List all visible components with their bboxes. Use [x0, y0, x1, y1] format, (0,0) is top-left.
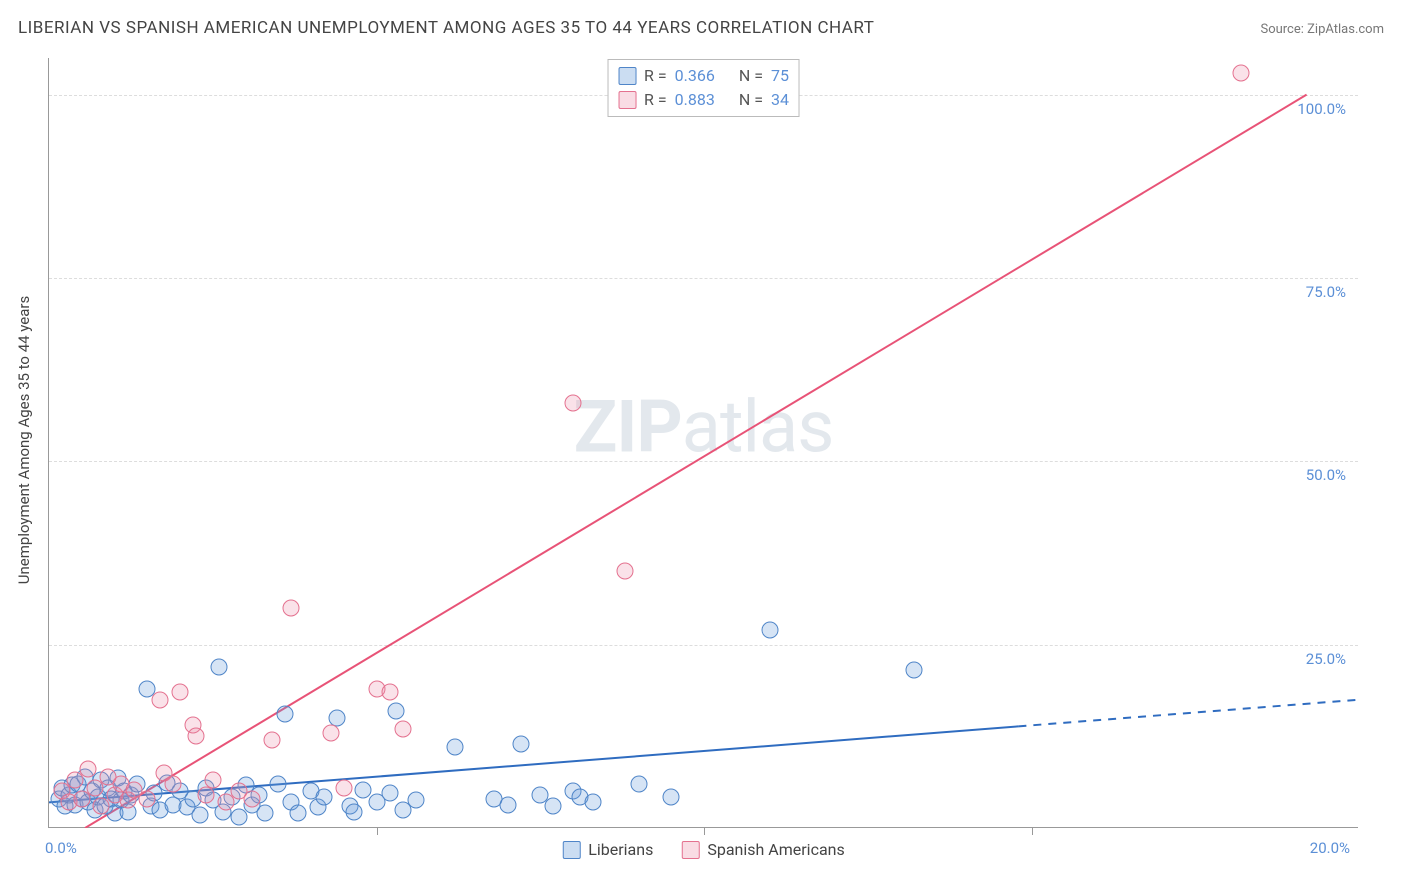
trend-line-extrapolated — [1018, 700, 1359, 727]
scatter-plot-area: ZIPatlas R = 0.366 N = 75 R = 0.883 N = … — [48, 58, 1358, 828]
scatter-point — [663, 789, 680, 806]
scatter-point — [165, 776, 182, 793]
watermark-atlas: atlas — [682, 385, 834, 470]
scatter-point — [335, 779, 352, 796]
scatter-point — [761, 622, 778, 639]
scatter-point — [381, 684, 398, 701]
x-tick — [704, 827, 705, 835]
y-tick-label: 75.0% — [1306, 283, 1346, 301]
chart-title: LIBERIAN VS SPANISH AMERICAN UNEMPLOYMEN… — [18, 18, 874, 38]
scatter-point — [316, 789, 333, 806]
watermark: ZIPatlas — [574, 385, 834, 470]
stats-r-label: R = — [644, 64, 667, 88]
stats-n-value-liberians: 75 — [771, 64, 789, 88]
scatter-point — [283, 600, 300, 617]
scatter-point — [270, 776, 287, 793]
scatter-point — [388, 702, 405, 719]
swatch-blue-icon — [618, 67, 636, 85]
scatter-point — [276, 706, 293, 723]
stats-row-spanish: R = 0.883 N = 34 — [618, 88, 789, 112]
gridline — [49, 278, 1358, 279]
scatter-point — [289, 805, 306, 822]
stats-n-value-spanish: 34 — [771, 88, 789, 112]
scatter-point — [172, 684, 189, 701]
stats-r-label: R = — [644, 88, 667, 112]
scatter-point — [584, 794, 601, 811]
scatter-point — [545, 798, 562, 815]
scatter-point — [394, 721, 411, 738]
scatter-point — [617, 563, 634, 580]
legend-swatch-pink-icon — [681, 841, 699, 859]
scatter-point — [152, 691, 169, 708]
watermark-zip: ZIP — [574, 385, 682, 470]
stats-n-label: N = — [739, 88, 763, 112]
x-tick-label: 0.0% — [45, 839, 77, 857]
source-attribution: Source: ZipAtlas.com — [1260, 22, 1384, 37]
gridline — [49, 461, 1358, 462]
stats-row-liberians: R = 0.366 N = 75 — [618, 64, 789, 88]
scatter-point — [263, 732, 280, 749]
correlation-stats-box: R = 0.366 N = 75 R = 0.883 N = 34 — [607, 59, 800, 117]
trend-lines-layer — [49, 58, 1359, 828]
scatter-point — [381, 784, 398, 801]
scatter-point — [204, 772, 221, 789]
stats-n-label: N = — [739, 64, 763, 88]
x-tick — [377, 827, 378, 835]
scatter-point — [905, 662, 922, 679]
scatter-point — [198, 787, 215, 804]
scatter-point — [447, 739, 464, 756]
scatter-point — [407, 792, 424, 809]
scatter-point — [80, 761, 97, 778]
swatch-pink-icon — [618, 91, 636, 109]
scatter-point — [1233, 64, 1250, 81]
scatter-point — [244, 790, 261, 807]
gridline — [49, 645, 1358, 646]
scatter-point — [188, 728, 205, 745]
y-tick-label: 50.0% — [1306, 466, 1346, 484]
y-axis-label: Unemployment Among Ages 35 to 44 years — [15, 296, 33, 584]
scatter-point — [512, 735, 529, 752]
legend-label-spanish: Spanish Americans — [707, 840, 844, 859]
x-tick-label: 20.0% — [1310, 839, 1350, 857]
y-tick-label: 100.0% — [1297, 100, 1346, 118]
scatter-point — [211, 658, 228, 675]
scatter-point — [191, 806, 208, 823]
legend-item-liberians: Liberians — [562, 840, 653, 859]
x-tick — [1032, 827, 1033, 835]
scatter-point — [630, 776, 647, 793]
scatter-point — [257, 805, 274, 822]
legend-swatch-blue-icon — [562, 841, 580, 859]
stats-r-value-spanish: 0.883 — [675, 88, 715, 112]
scatter-point — [565, 394, 582, 411]
scatter-point — [230, 809, 247, 826]
legend-item-spanish: Spanish Americans — [681, 840, 844, 859]
scatter-point — [139, 790, 156, 807]
scatter-point — [345, 803, 362, 820]
chart-legend: Liberians Spanish Americans — [562, 840, 844, 859]
scatter-point — [499, 796, 516, 813]
y-tick-label: 25.0% — [1306, 650, 1346, 668]
scatter-point — [322, 724, 339, 741]
legend-label-liberians: Liberians — [588, 840, 653, 859]
stats-r-value-liberians: 0.366 — [675, 64, 715, 88]
